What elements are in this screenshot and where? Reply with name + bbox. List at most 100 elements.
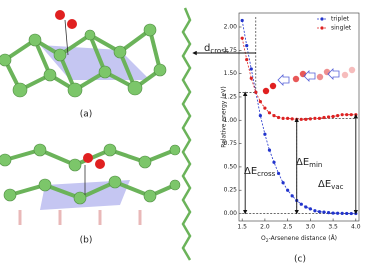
data-point bbox=[290, 194, 294, 198]
data-point bbox=[254, 90, 258, 94]
x-tick-label: 1.5 bbox=[237, 224, 247, 231]
data-point bbox=[263, 132, 267, 136]
y-tick-label: 1.75 bbox=[224, 47, 238, 54]
data-point bbox=[308, 117, 312, 121]
y-tick-label: 0.50 bbox=[224, 163, 238, 170]
y-tick-label: 0.25 bbox=[224, 187, 238, 194]
data-point bbox=[249, 76, 253, 80]
annotation: dcross bbox=[204, 43, 229, 55]
data-point bbox=[304, 117, 308, 121]
data-point bbox=[313, 116, 317, 120]
data-point bbox=[322, 115, 326, 120]
o2-atom bbox=[341, 71, 349, 79]
structure-a bbox=[0, 10, 167, 98]
x-label-sub: 2 bbox=[266, 238, 269, 244]
y-tick-label: 0.00 bbox=[224, 210, 238, 217]
legend-marker bbox=[320, 26, 324, 30]
annotation: ΔEvac bbox=[318, 179, 344, 191]
x-tick-label: 2.0 bbox=[260, 224, 270, 231]
data-point bbox=[272, 114, 276, 118]
y-tick-label: 0.75 bbox=[224, 140, 238, 147]
data-point bbox=[276, 115, 281, 120]
data-point bbox=[322, 210, 326, 214]
plot-frame bbox=[238, 12, 360, 222]
data-point bbox=[263, 106, 267, 110]
x-tick-label: 3.5 bbox=[328, 224, 338, 231]
data-point bbox=[313, 209, 317, 213]
o2-icons bbox=[262, 66, 356, 95]
annotation: ΔEmin bbox=[296, 157, 322, 169]
data-point bbox=[299, 117, 303, 121]
data-point bbox=[290, 117, 294, 121]
data-point bbox=[267, 148, 272, 152]
side-chain bbox=[181, 7, 192, 261]
data-point bbox=[317, 210, 322, 214]
data-point bbox=[281, 181, 285, 185]
data-point bbox=[258, 100, 262, 104]
x-axis-label: O2-Arsenene distance (Å) bbox=[261, 235, 337, 244]
o2-atom bbox=[323, 68, 331, 76]
annotation-sub: vac bbox=[331, 183, 343, 191]
data-point bbox=[336, 211, 340, 215]
data-point bbox=[345, 113, 349, 117]
o2-atom bbox=[316, 73, 324, 81]
annotation-sub: cross bbox=[210, 47, 229, 55]
x-tick-label: 2.5 bbox=[283, 224, 293, 231]
data-point bbox=[240, 18, 244, 23]
o2-atom bbox=[299, 70, 307, 78]
data-point bbox=[326, 115, 331, 119]
data-point bbox=[349, 113, 353, 117]
data-point bbox=[317, 116, 322, 120]
data-point bbox=[304, 205, 308, 209]
data-point bbox=[249, 67, 253, 71]
o2-atom bbox=[348, 66, 356, 74]
x-label-main: O bbox=[261, 235, 266, 242]
y-tick-label: 1.00 bbox=[224, 117, 238, 124]
annotation-sub: cross bbox=[257, 170, 276, 178]
panel-label: (a) bbox=[80, 110, 93, 120]
data-point bbox=[331, 114, 335, 119]
data-point bbox=[267, 111, 272, 115]
annotation-main: ΔE bbox=[296, 157, 309, 168]
data-point bbox=[258, 114, 262, 118]
y-axis-label: Relative energy (eV) bbox=[221, 86, 228, 147]
o2-atom bbox=[269, 82, 277, 90]
x-tick-label: 4.0 bbox=[351, 224, 361, 231]
legend-label: triplet bbox=[331, 16, 350, 23]
x-tick-label: 3.0 bbox=[306, 224, 316, 231]
data-point bbox=[286, 116, 290, 120]
data-point bbox=[326, 211, 331, 215]
data-point bbox=[240, 36, 244, 40]
annotation: ΔEcross bbox=[244, 166, 276, 178]
data-point bbox=[272, 160, 276, 164]
x-label-rest: -Arsenene distance (Å) bbox=[269, 235, 337, 242]
data-point bbox=[281, 116, 285, 120]
o2-arrow bbox=[327, 68, 340, 80]
structure-b bbox=[0, 143, 181, 225]
data-point bbox=[308, 207, 312, 211]
data-point bbox=[245, 44, 249, 48]
data-point bbox=[340, 113, 344, 117]
annotation-sub: min bbox=[309, 161, 322, 169]
annotation-main: ΔE bbox=[318, 179, 331, 190]
data-point bbox=[345, 211, 349, 216]
data-point bbox=[299, 202, 303, 206]
o2-atom bbox=[292, 75, 300, 83]
data-point bbox=[286, 188, 290, 192]
data-point bbox=[331, 211, 335, 215]
legend-label: singlet bbox=[331, 25, 352, 32]
data-point bbox=[336, 114, 340, 118]
series-line bbox=[241, 20, 356, 214]
data-point bbox=[276, 171, 281, 176]
data-point bbox=[245, 58, 249, 62]
legend-marker bbox=[320, 17, 324, 21]
o2-arrow bbox=[303, 70, 316, 82]
y-tick-label: 1.25 bbox=[224, 93, 238, 100]
annotation-main: d bbox=[204, 43, 210, 54]
panel-label: (b) bbox=[80, 236, 93, 246]
y-tick-label: 2.00 bbox=[224, 23, 238, 30]
data-point bbox=[340, 211, 344, 215]
o2-atom bbox=[262, 87, 270, 95]
annotation-main: ΔE bbox=[244, 166, 257, 177]
